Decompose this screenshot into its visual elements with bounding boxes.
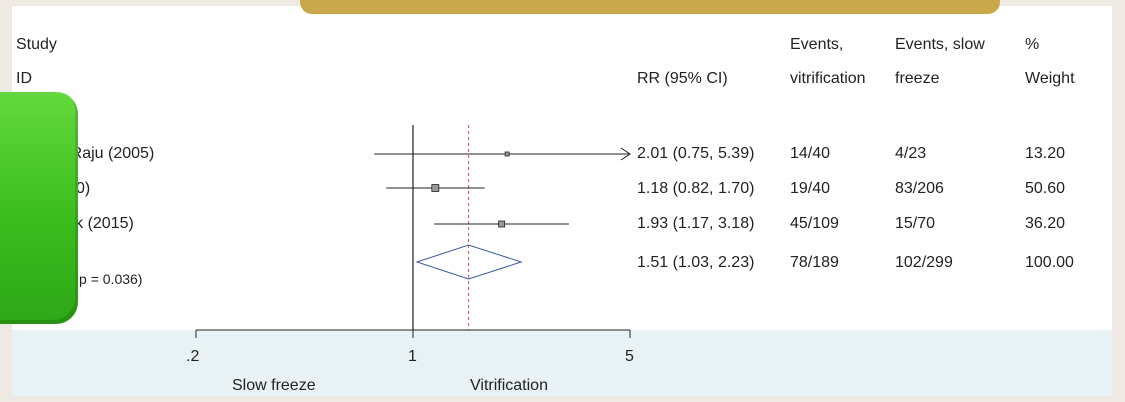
header-events-slow-2: freeze <box>895 70 940 87</box>
tick-label: 1 <box>408 348 417 365</box>
axis-label-left: Slow freeze <box>232 377 316 394</box>
header-events-vit-1: Events, <box>790 36 844 53</box>
events-vit: 14/40 <box>790 145 831 162</box>
point-estimate-box <box>431 184 440 192</box>
events-vit-overall: 78/189 <box>790 254 839 271</box>
events-slow: 15/70 <box>895 215 936 232</box>
green-badge <box>0 92 78 324</box>
events-slow: 83/206 <box>895 180 944 197</box>
header-events-vit-2: vitrification <box>790 70 866 87</box>
tick-label: 5 <box>625 348 634 365</box>
tick-label: .2 <box>186 348 200 365</box>
header-weight-1: % <box>1025 36 1040 53</box>
seven-icon <box>0 92 78 324</box>
header-rr: RR (95% CI) <box>637 70 728 87</box>
ci-text: 1.93 (1.17, 3.18) <box>637 215 755 232</box>
point-estimate-box <box>498 220 506 228</box>
ci-text: 2.01 (0.75, 5.39) <box>637 145 755 162</box>
ci-arrow <box>620 147 631 161</box>
weight: 36.20 <box>1025 215 1066 232</box>
top-banner <box>300 0 1000 14</box>
header-events-slow-1: Events, slow <box>895 36 985 53</box>
events-vit: 19/40 <box>790 180 831 197</box>
header-weight-2: Weight <box>1025 70 1075 87</box>
header-study: Study <box>16 36 57 53</box>
axis-label-right: Vitrification <box>470 377 548 394</box>
weight: 50.60 <box>1025 180 1066 197</box>
weight: 13.20 <box>1025 145 1066 162</box>
weight-overall: 100.00 <box>1025 254 1074 271</box>
point-estimate-box <box>504 151 510 157</box>
events-vit: 45/109 <box>790 215 839 232</box>
events-slow: 4/23 <box>895 145 927 162</box>
axis-band <box>12 330 1112 396</box>
ci-text: 1.18 (0.82, 1.70) <box>637 180 755 197</box>
ci-text-overall: 1.51 (1.03, 2.23) <box>637 254 755 271</box>
overall-diamond <box>415 244 523 280</box>
events-slow-overall: 102/299 <box>895 254 953 271</box>
header-id: ID <box>16 70 32 87</box>
